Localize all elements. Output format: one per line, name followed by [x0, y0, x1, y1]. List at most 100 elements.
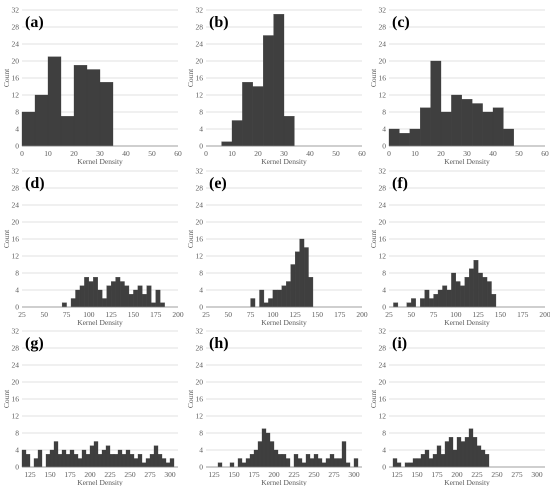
x-tick-label: 0 — [387, 149, 391, 158]
x-tick-label: 150 — [44, 470, 56, 479]
histogram-bar — [472, 437, 478, 468]
histogram-bar — [420, 454, 426, 468]
histogram-bar — [252, 86, 264, 147]
histogram-bar — [444, 441, 450, 468]
histogram-bar — [436, 445, 442, 468]
x-axis-title: Kernel Density — [77, 157, 123, 166]
x-tick-label: 275 — [144, 470, 156, 479]
histogram-bar — [440, 111, 452, 147]
histogram-bar — [486, 281, 492, 308]
y-axis-title: Count — [369, 229, 378, 248]
y-tick-label: 4 — [15, 125, 19, 134]
y-tick-label: 32 — [12, 6, 20, 15]
y-tick-label: 16 — [12, 235, 20, 244]
x-tick-label: 50 — [332, 149, 340, 158]
y-tick-label: 8 — [382, 429, 386, 438]
histogram-bar — [464, 277, 470, 308]
histogram-bar — [245, 458, 251, 468]
y-tick-label: 4 — [382, 125, 386, 134]
y-tick-label: 16 — [12, 395, 20, 404]
y-tick-label: 20 — [12, 57, 20, 66]
x-tick-label: 150 — [128, 310, 140, 319]
histogram-bar — [433, 294, 439, 308]
histogram-bar — [49, 449, 55, 468]
histogram-bar — [53, 441, 59, 468]
histogram-bar — [97, 289, 103, 308]
histogram-bar — [290, 264, 296, 308]
y-tick-label: 20 — [12, 378, 20, 387]
histogram-bar — [404, 462, 410, 468]
x-tick-label: 40 — [306, 149, 314, 158]
histogram-bar — [456, 437, 462, 468]
x-axis-title: Kernel Density — [77, 318, 123, 327]
histogram-bar — [117, 449, 123, 468]
x-tick-label: 275 — [511, 470, 523, 479]
histogram-bar — [428, 458, 434, 468]
x-tick-label: 75 — [63, 310, 71, 319]
histogram-bar — [428, 298, 434, 308]
x-tick-label: 50 — [41, 310, 49, 319]
histogram-bar — [69, 449, 75, 468]
histogram-bar — [325, 458, 331, 468]
histogram-bar — [45, 454, 51, 468]
histogram-bar — [461, 99, 473, 147]
histogram-bar — [217, 462, 223, 468]
y-tick-label: 16 — [379, 235, 387, 244]
panel-label: (g) — [25, 335, 44, 352]
histogram-bar — [477, 272, 483, 308]
histogram-bar — [392, 458, 398, 468]
histogram-bar — [265, 432, 271, 468]
x-tick-label: 175 — [248, 470, 260, 479]
histogram-bar — [241, 462, 247, 468]
x-tick-label: 175 — [334, 310, 346, 319]
y-tick-label: 4 — [199, 125, 203, 134]
y-tick-label: 28 — [12, 23, 20, 32]
x-tick-label: 225 — [104, 470, 116, 479]
histogram-bar — [476, 445, 482, 468]
y-axis-title: Count — [186, 389, 195, 408]
histogram-bar — [253, 449, 259, 468]
y-tick-label: 4 — [382, 446, 386, 455]
histogram-bar — [281, 285, 287, 308]
histogram-bar — [160, 302, 165, 308]
histogram-bar — [34, 94, 49, 147]
x-tick-label: 0 — [20, 149, 24, 158]
x-tick-label: 150 — [312, 310, 324, 319]
x-tick-label: 200 — [451, 470, 463, 479]
histogram-bar — [406, 302, 412, 308]
y-axis-title: Count — [2, 68, 11, 87]
histogram-bar — [109, 454, 115, 468]
x-tick-label: 50 — [148, 149, 156, 158]
y-tick-label: 28 — [12, 344, 20, 353]
histogram-bar — [399, 133, 410, 147]
y-tick-label: 24 — [12, 40, 20, 49]
histogram-bar — [129, 454, 135, 468]
histogram-bar — [482, 277, 488, 308]
y-tick-label: 8 — [382, 108, 386, 117]
y-tick-label: 32 — [12, 167, 20, 176]
histogram-bar — [60, 116, 75, 147]
y-tick-label: 20 — [196, 218, 204, 227]
histogram-bar — [480, 449, 486, 468]
histogram-bar — [388, 128, 400, 147]
x-tick-label: 200 — [84, 470, 96, 479]
chart-panel: 0 4 8 12 16 20 24 28 32 25 50 75 100 125 150 175 200 Kern… — [369, 167, 550, 328]
histogram-bar — [482, 111, 494, 147]
x-tick-label: 100 — [83, 310, 95, 319]
histogram-bar — [259, 289, 265, 308]
x-tick-label: 75 — [430, 310, 438, 319]
x-axis-title: Kernel Density — [444, 318, 490, 327]
x-tick-label: 125 — [391, 470, 403, 479]
y-tick-label: 0 — [15, 463, 19, 472]
x-tick-label: 200 — [172, 310, 184, 319]
histogram-bar — [484, 454, 490, 468]
histogram-bar — [440, 454, 446, 468]
histogram-bar — [333, 458, 339, 468]
y-tick-label: 32 — [12, 327, 20, 336]
x-tick-label: 175 — [64, 470, 76, 479]
histogram-bar — [119, 281, 125, 308]
histogram-bar — [393, 302, 399, 308]
x-tick-label: 20 — [437, 149, 445, 158]
x-tick-label: 200 — [356, 310, 368, 319]
x-tick-label: 10 — [44, 149, 52, 158]
